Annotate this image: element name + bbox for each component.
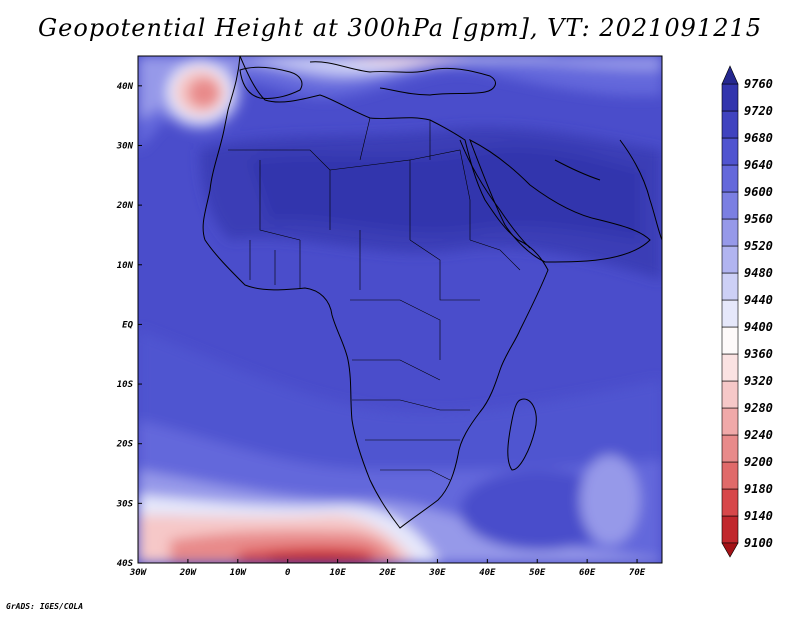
colorbar-swatch [721, 191, 739, 220]
lon-tick-label: 40E [479, 568, 496, 578]
longitude-axis: 30W 20W 10W 0 10E 20E 30E 40E 50E 60E 70E [129, 559, 646, 578]
colorbar-min-arrow [721, 542, 739, 558]
chart-title: Geopotential Height at 300hPa [gpm], VT:… [38, 14, 762, 42]
lon-tick-label: 60E [579, 568, 596, 578]
colorbar-swatch [721, 515, 739, 544]
lon-tick-label: 30E [428, 568, 446, 578]
colorbar-swatch [721, 353, 739, 382]
lon-tick-label: 0 [285, 568, 291, 578]
colorbar-swatch [721, 434, 739, 463]
colorbar-swatch [721, 326, 739, 355]
lon-tick-label: 50E [529, 568, 546, 578]
lon-tick-label: 30W [129, 568, 148, 578]
lat-tick-label: 40N [117, 82, 134, 92]
colorbar-swatch [721, 164, 739, 193]
colorbar-label: 9760 [744, 77, 773, 91]
colorbar-label: 9200 [744, 455, 773, 469]
colorbar-swatch [721, 407, 739, 436]
latitude-axis: 40N 30N 20N 10N EQ 10S 20S 30S 40S [116, 82, 142, 569]
colorbar-label: 9400 [744, 320, 773, 334]
colorbar-label: 9360 [744, 347, 773, 361]
colorbar-label: 9560 [744, 212, 773, 226]
grads-credit: GrADS: IGES/COLA [6, 602, 84, 611]
colorbar-label: 9320 [744, 374, 773, 388]
colorbar-swatch [721, 299, 739, 328]
lat-tick-label: 10N [117, 261, 134, 271]
colorbar-swatch [721, 461, 739, 490]
lon-tick-label: 70E [629, 568, 646, 578]
colorbar-label: 9180 [744, 482, 773, 496]
colorbar-label: 9480 [744, 266, 773, 280]
colorbar-label: 9600 [744, 185, 773, 199]
lon-tick-label: 20W [179, 568, 198, 578]
colorbar-swatch [721, 380, 739, 409]
colorbar-max-arrow [721, 65, 739, 85]
colorbar-label: 9280 [744, 401, 773, 415]
country-borders [228, 117, 521, 481]
lat-tick-label: 10S [117, 380, 134, 390]
colorbar-label: 9520 [744, 239, 773, 253]
lat-tick-label: 20N [116, 201, 134, 211]
colorbar-label: 9640 [744, 158, 773, 172]
map-frame [137, 55, 663, 564]
lat-tick-label: EQ [122, 320, 133, 330]
lon-tick-label: 10W [230, 568, 248, 578]
colorbar-label: 9440 [744, 293, 773, 307]
colorbar-label: 9720 [744, 104, 773, 118]
lat-tick-label: 20S [116, 440, 134, 450]
colorbar-swatch [721, 272, 739, 301]
height-field [138, 56, 662, 563]
colorbar-swatch [721, 110, 739, 139]
colorbar-label: 9240 [744, 428, 773, 442]
lat-tick-label: 30S [116, 499, 134, 509]
colorbar-swatch [721, 137, 739, 166]
lat-tick-label: 30N [116, 141, 134, 151]
colorbar-label: 9680 [744, 131, 773, 145]
colorbar-label: 9100 [744, 536, 773, 550]
colorbar-swatch [721, 218, 739, 247]
lon-tick-label: 20E [378, 568, 396, 578]
colorbar-swatch [721, 245, 739, 274]
colorbar-swatch [721, 83, 739, 112]
colorbar: 9100 9140 9180 9200 9240 9280 9320 9360 9400 9440… [721, 65, 773, 558]
lon-tick-label: 10E [329, 568, 346, 578]
colorbar-label: 9140 [744, 509, 773, 523]
lat-tick-label: 40S [117, 559, 134, 569]
colorbar-swatch [721, 488, 739, 517]
